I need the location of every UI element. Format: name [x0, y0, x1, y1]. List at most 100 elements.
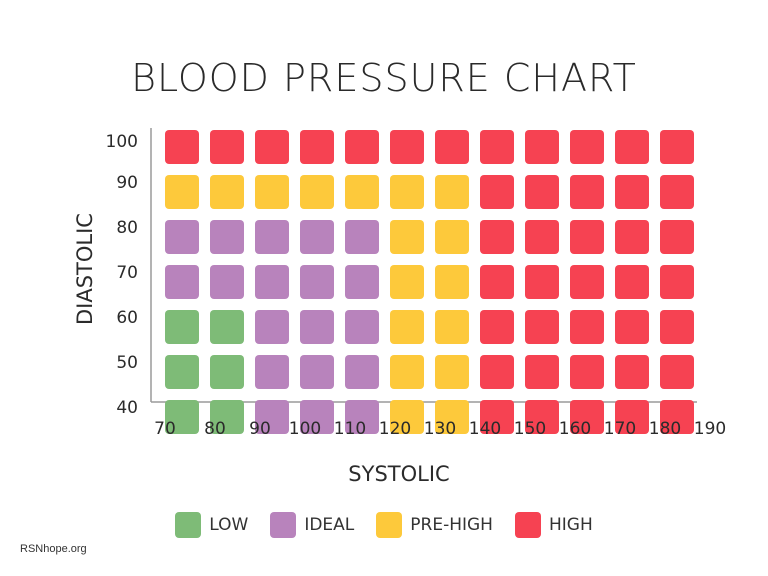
legend-swatch	[376, 512, 403, 538]
heatmap-cell-pre-high	[390, 400, 424, 434]
legend: LOW IDEAL PRE-HIGH HIGH	[0, 512, 768, 538]
heatmap-cell-low	[165, 310, 199, 344]
heatmap-cell-high	[570, 175, 604, 209]
heatmap-cell-ideal	[345, 220, 379, 254]
x-tick-label: 70	[154, 419, 176, 439]
heatmap-cell-high	[615, 175, 649, 209]
heatmap-cell-high	[660, 310, 694, 344]
heatmap-cell-high	[525, 175, 559, 209]
heatmap-cell-pre-high	[345, 175, 379, 209]
heatmap-cell-ideal	[255, 355, 289, 389]
heatmap-cell-high	[615, 265, 649, 299]
heatmap-cell-ideal	[345, 355, 379, 389]
chart-title: BLOOD PRESSURE CHART	[131, 56, 637, 100]
heatmap-cell-high	[165, 130, 199, 164]
heatmap-cell-ideal	[300, 220, 334, 254]
y-tick-label: 40	[116, 398, 138, 418]
heatmap-cell-high	[480, 310, 514, 344]
heatmap-cell-ideal	[300, 400, 334, 434]
x-tick-label: 130	[424, 419, 456, 439]
heatmap-cell-high	[345, 130, 379, 164]
x-tick-label: 100	[289, 419, 321, 439]
x-tick-label: 120	[379, 419, 411, 439]
heatmap-cell-high	[615, 310, 649, 344]
heatmap-cell-ideal	[345, 310, 379, 344]
heatmap-cell-high	[615, 220, 649, 254]
heatmap-cell-pre-high	[435, 220, 469, 254]
y-tick-label: 60	[116, 308, 138, 328]
heatmap-cell-ideal	[300, 265, 334, 299]
legend-item-ideal: IDEAL	[270, 512, 354, 538]
heatmap-cell-high	[525, 310, 559, 344]
heatmap-cell-high	[210, 130, 244, 164]
x-tick-label: 80	[204, 419, 226, 439]
heatmap-cell-high	[570, 400, 604, 434]
heatmap-cell-high	[480, 355, 514, 389]
heatmap-cell-low	[165, 355, 199, 389]
heatmap-cell-high	[525, 400, 559, 434]
heatmap-cell-low	[210, 355, 244, 389]
heatmap-cell-low	[165, 400, 199, 434]
heatmap-cell-high	[480, 130, 514, 164]
heatmap-cell-high	[660, 400, 694, 434]
heatmap-cells	[165, 130, 694, 434]
heatmap-cell-pre-high	[390, 175, 424, 209]
heatmap-cell-high	[525, 355, 559, 389]
heatmap-cell-pre-high	[390, 220, 424, 254]
heatmap-cell-pre-high	[435, 355, 469, 389]
legend-swatch	[270, 512, 297, 538]
y-tick-label: 70	[116, 263, 138, 283]
heatmap-cell-high	[255, 130, 289, 164]
heatmap-cell-ideal	[300, 310, 334, 344]
y-tick-label: 90	[116, 173, 138, 193]
heatmap-cell-pre-high	[390, 265, 424, 299]
heatmap-cell-ideal	[345, 265, 379, 299]
heatmap-cell-ideal	[165, 265, 199, 299]
heatmap-cell-ideal	[165, 220, 199, 254]
legend-item-pre-high: PRE-HIGH	[376, 512, 493, 538]
x-tick-label: 190	[694, 419, 726, 439]
legend-swatch	[514, 512, 541, 538]
heatmap-cell-high	[570, 220, 604, 254]
heatmap-cell-low	[210, 310, 244, 344]
heatmap-cell-ideal	[210, 265, 244, 299]
heatmap-cell-pre-high	[255, 175, 289, 209]
heatmap-cell-high	[435, 130, 469, 164]
x-tick-label: 90	[249, 419, 271, 439]
y-axis-label: DIASTOLIC	[73, 213, 97, 325]
heatmap-cell-high	[480, 220, 514, 254]
heatmap-cell-high	[615, 400, 649, 434]
heatmap-cell-pre-high	[435, 400, 469, 434]
heatmap-cell-high	[525, 220, 559, 254]
y-tick-label: 80	[116, 218, 138, 238]
heatmap-cell-high	[660, 220, 694, 254]
legend-label: PRE-HIGH	[410, 515, 493, 535]
x-tick-label: 150	[514, 419, 546, 439]
heatmap-cell-high	[660, 175, 694, 209]
heatmap-cell-high	[615, 355, 649, 389]
legend-item-high: HIGH	[514, 512, 593, 538]
heatmap-cell-high	[480, 175, 514, 209]
heatmap-cell-ideal	[255, 400, 289, 434]
legend-swatch	[175, 512, 202, 538]
heatmap-cell-high	[525, 130, 559, 164]
heatmap-cell-ideal	[345, 400, 379, 434]
legend-label: LOW	[209, 515, 249, 535]
heatmap-cell-low	[210, 400, 244, 434]
x-tick-labels: 70 80 90 100 110 120 130 140 150 160 170 180 190	[154, 419, 726, 439]
heatmap-cell-ideal	[255, 265, 289, 299]
x-tick-label: 170	[604, 419, 636, 439]
heatmap-cell-pre-high	[435, 310, 469, 344]
heatmap-cell-high	[615, 130, 649, 164]
heatmap-cell-ideal	[255, 220, 289, 254]
heatmap-cell-pre-high	[300, 175, 334, 209]
x-axis-label: SYSTOLIC	[348, 462, 449, 486]
heatmap-cell-high	[480, 265, 514, 299]
heatmap-cell-pre-high	[435, 175, 469, 209]
y-tick-labels: 100 90 80 70 60 50 40	[106, 132, 138, 418]
heatmap-cell-ideal	[255, 310, 289, 344]
heatmap-cell-high	[570, 310, 604, 344]
heatmap-cell-ideal	[300, 355, 334, 389]
heatmap-cell-high	[390, 130, 424, 164]
